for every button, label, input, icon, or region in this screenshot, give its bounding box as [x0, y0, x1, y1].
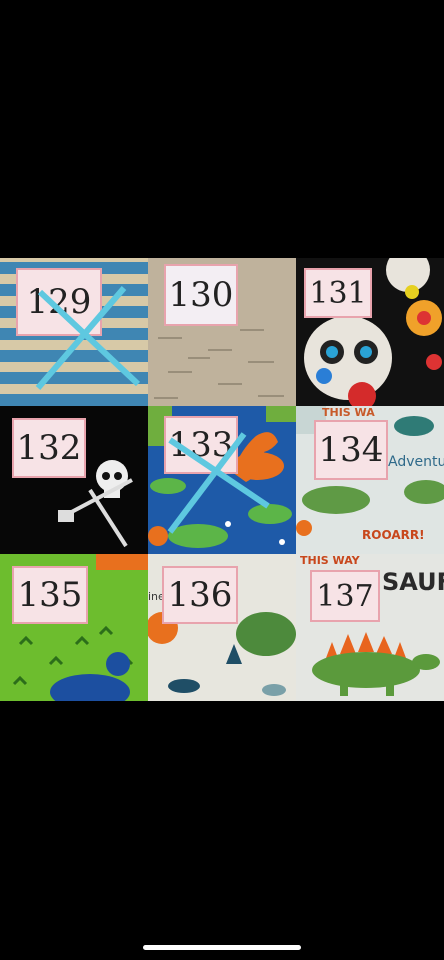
swatch-133: 133	[148, 406, 296, 554]
swatch-132: 132	[0, 406, 148, 554]
swatch-135: 135	[0, 554, 148, 701]
swatch-129: 129	[0, 258, 148, 406]
swatch-136: ine 136	[148, 554, 296, 701]
fabric-print-text: ROOARR!	[362, 528, 425, 542]
swatch-number-label: 131	[304, 268, 372, 318]
swatch-134: THIS WA Adventu ROOARR! 134	[296, 406, 444, 554]
swatch-number-label: 130	[164, 264, 238, 326]
home-indicator-bar[interactable]	[143, 945, 301, 950]
swatch-number-label: 133	[164, 416, 238, 474]
fabric-print-text: THIS WAY	[300, 554, 360, 567]
swatch-number-label: 132	[12, 418, 86, 478]
swatch-131: 131	[296, 258, 444, 406]
swatch-130: 130	[148, 258, 296, 406]
fabric-print-text: Adventu	[388, 454, 444, 470]
swatch-number-label: 136	[162, 566, 238, 624]
swatch-number-label: 135	[12, 566, 88, 624]
fabric-print-text: SAUF	[382, 568, 444, 596]
fabric-print-text: THIS WA	[322, 406, 375, 419]
fabric-print-text: ine	[148, 590, 165, 603]
swatch-137: THIS WAY SAUF 137	[296, 554, 444, 701]
swatch-number-label: 129	[16, 268, 102, 336]
fabric-swatch-grid: 129 130	[0, 258, 444, 701]
swatch-number-label: 134	[314, 420, 388, 480]
swatch-number-label: 137	[310, 570, 380, 622]
